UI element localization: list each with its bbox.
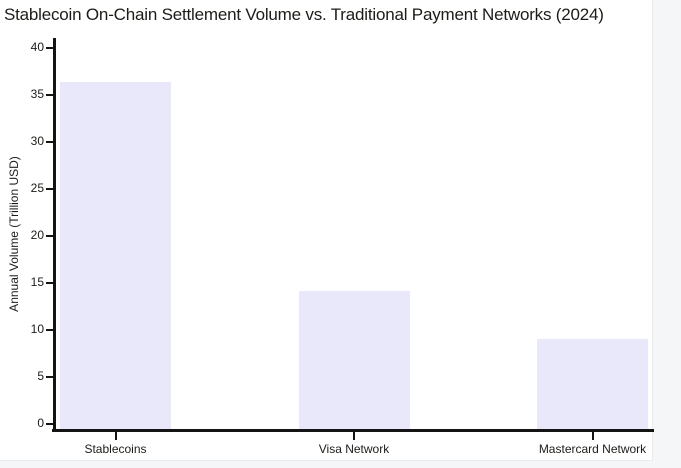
bar-visa-network — [298, 290, 410, 429]
y-tick-label: 35 — [30, 86, 44, 101]
y-tick-mark — [46, 93, 54, 96]
y-tick-mark — [46, 375, 54, 378]
y-axis-spine — [53, 38, 56, 432]
y-tick-label: 10 — [30, 321, 44, 336]
y-tick-label: 30 — [30, 133, 44, 148]
y-tick-mark — [46, 140, 54, 143]
y-tick-mark — [46, 281, 54, 284]
y-tick-label: 40 — [30, 39, 44, 54]
y-tick-label: 25 — [30, 180, 44, 195]
y-tick-label: 20 — [30, 227, 44, 242]
y-tick-mark — [46, 46, 54, 49]
bar-mastercard-network — [537, 338, 648, 429]
y-tick-mark — [46, 234, 54, 237]
x-tick-label-stablecoins: Stablecoins — [84, 442, 147, 456]
x-tick-mark — [591, 432, 594, 440]
x-tick-mark — [114, 432, 117, 440]
x-tick-mark — [353, 432, 355, 440]
x-tick-label-mastercard-network: Mastercard Network — [538, 442, 647, 456]
bar-stablecoins — [60, 82, 171, 429]
y-tick-label: 15 — [30, 274, 44, 289]
y-axis-label: Annual Volume (Trillion USD) — [7, 156, 21, 312]
y-tick-mark — [46, 422, 54, 425]
x-axis-spine — [52, 429, 654, 432]
y-tick-mark — [46, 187, 54, 190]
y-tick-label: 0 — [37, 415, 44, 430]
y-tick-mark — [46, 328, 54, 331]
x-tick-label-visa-network: Visa Network — [318, 442, 390, 456]
y-tick-label: 5 — [37, 368, 44, 383]
chart-title: Stablecoin On-Chain Settlement Volume vs… — [4, 5, 604, 24]
